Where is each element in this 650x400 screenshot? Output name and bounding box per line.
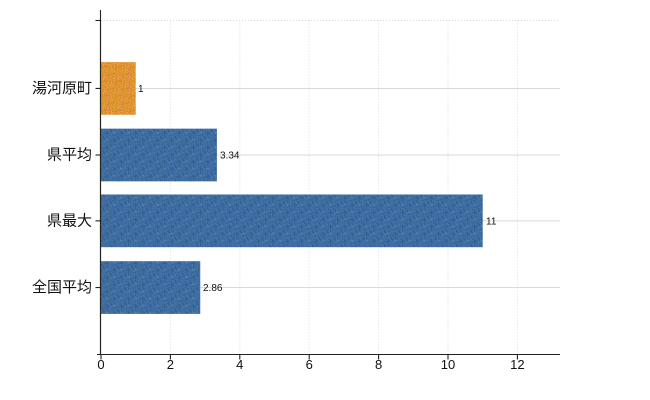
- svg-text:湯河原町: 湯河原町: [32, 80, 92, 97]
- svg-text:全国平均: 全国平均: [32, 278, 92, 296]
- svg-text:10: 10: [441, 357, 455, 372]
- svg-text:12: 12: [510, 357, 524, 372]
- svg-text:3.34: 3.34: [220, 151, 240, 162]
- svg-text:8: 8: [375, 357, 382, 372]
- svg-text:11: 11: [486, 217, 497, 228]
- svg-text:2: 2: [167, 357, 174, 372]
- svg-text:県最大: 県最大: [47, 213, 92, 230]
- svg-text:0: 0: [97, 357, 104, 372]
- svg-text:1: 1: [138, 84, 144, 95]
- svg-text:4: 4: [236, 357, 243, 372]
- svg-text:6: 6: [306, 357, 313, 372]
- svg-text:県平均: 県平均: [47, 147, 92, 164]
- svg-text:2.86: 2.86: [203, 283, 223, 294]
